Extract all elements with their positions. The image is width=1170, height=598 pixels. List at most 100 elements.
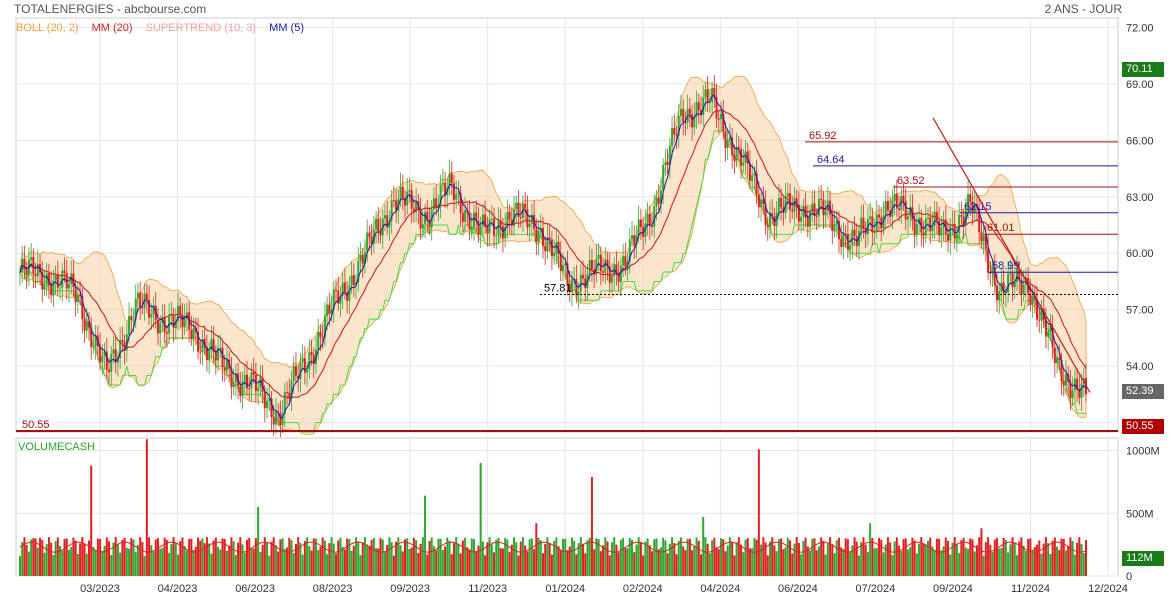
volume-bar — [842, 549, 845, 576]
volume-bar — [363, 537, 366, 576]
volume-bar — [751, 548, 754, 576]
volume-bar — [675, 554, 678, 576]
volume-bar — [103, 545, 106, 576]
candle-body — [884, 200, 887, 216]
candle-body — [432, 198, 435, 210]
x-tick-label: 01/2024 — [545, 583, 585, 595]
candle-body — [79, 294, 82, 297]
volume-bar — [873, 548, 876, 576]
volume-bar — [686, 538, 689, 576]
candle-body — [624, 256, 627, 267]
volume-bar — [639, 542, 642, 576]
volume-bar — [811, 538, 814, 576]
volume-bar — [346, 538, 349, 576]
candle-body — [448, 173, 451, 188]
volume-bar — [624, 548, 627, 576]
candle-body — [622, 256, 625, 266]
volume-bar — [535, 523, 538, 576]
candle-body — [412, 208, 415, 213]
volume-bar — [148, 537, 151, 576]
volume-bar — [301, 554, 304, 576]
candle-body — [748, 163, 751, 181]
volume-bar — [39, 537, 42, 576]
candle-body — [301, 358, 304, 363]
candle-body — [544, 245, 547, 252]
volume-bar — [99, 539, 102, 576]
volume-bar — [303, 541, 306, 576]
volume-bar — [940, 550, 943, 576]
volume-bar — [900, 551, 903, 576]
volume-bar — [1020, 537, 1023, 576]
volume-bar — [691, 550, 694, 576]
volume-bar — [76, 553, 79, 576]
candle-body — [1004, 292, 1007, 294]
volume-bar — [390, 542, 393, 576]
candle-body — [424, 211, 427, 225]
candle-body — [217, 347, 220, 361]
volume-bar — [746, 538, 749, 576]
candle-body — [288, 392, 291, 398]
volume-bar — [56, 537, 59, 576]
volume-bar — [152, 551, 155, 576]
candle-body — [967, 194, 970, 211]
volume-bar — [67, 549, 70, 576]
candle-body — [998, 291, 1001, 301]
candle-body — [989, 272, 992, 274]
candle-body — [239, 386, 242, 396]
volume-bar — [490, 544, 493, 576]
volume-bar — [755, 539, 758, 576]
volume-bar — [197, 537, 200, 576]
volume-bar — [562, 538, 565, 576]
candle-body — [475, 212, 478, 221]
volume-bar — [1002, 537, 1005, 576]
candle-body — [688, 108, 691, 115]
candle-body — [497, 221, 500, 236]
volume-bar — [579, 537, 582, 576]
volume-bar — [484, 555, 487, 576]
chart-title: TOTALENERGIES - abcbourse.com — [14, 2, 207, 16]
candle-body — [428, 220, 431, 227]
volume-bar — [335, 553, 338, 576]
candle-body — [1009, 273, 1012, 275]
candle-body — [145, 293, 148, 300]
volume-bar — [748, 548, 751, 576]
volume-bar — [250, 547, 253, 576]
volume-bar — [493, 552, 496, 576]
candle-body — [764, 204, 767, 225]
candle-body — [177, 305, 180, 321]
candle-body — [935, 211, 938, 221]
candle-body — [390, 200, 393, 221]
volume-bar — [343, 549, 346, 576]
volume-bar — [964, 547, 967, 576]
volume-bar — [486, 542, 489, 576]
candle-body — [526, 209, 529, 228]
volume-bar — [740, 544, 743, 576]
volume-bar — [128, 548, 131, 576]
candle-body — [234, 373, 237, 383]
candle-body — [210, 339, 213, 350]
volume-bar — [1011, 537, 1014, 576]
volume-bar — [25, 545, 28, 576]
candle-body — [508, 211, 511, 220]
candle-body — [646, 213, 649, 224]
candle-body — [1076, 378, 1079, 390]
volume-bar — [317, 549, 320, 576]
volume-bar — [806, 546, 809, 576]
volume-bar — [201, 538, 204, 576]
volume-bar — [971, 539, 974, 576]
volume-bar — [846, 539, 849, 576]
candle-body — [519, 216, 522, 218]
volume-bar — [125, 547, 128, 576]
candle-body — [50, 285, 53, 295]
volume-bar — [59, 545, 62, 576]
volume-bar — [457, 543, 460, 576]
volume-bar — [455, 537, 458, 576]
candle-body — [742, 162, 745, 166]
volume-bar — [513, 537, 516, 576]
volume-bar — [851, 545, 854, 576]
legend-mm5: MM (5) — [269, 22, 304, 34]
volume-bar — [989, 544, 992, 576]
volume-bar — [85, 553, 88, 576]
candle-body — [626, 261, 629, 267]
volume-bar — [602, 545, 605, 576]
